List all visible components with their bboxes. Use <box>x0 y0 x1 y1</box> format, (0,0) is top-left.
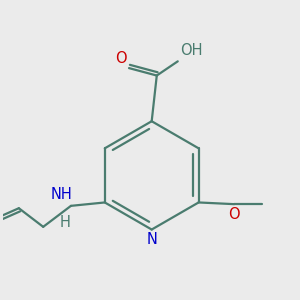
Text: NH: NH <box>51 187 73 202</box>
Text: OH: OH <box>181 43 203 58</box>
Text: H: H <box>59 215 70 230</box>
Text: N: N <box>146 232 157 247</box>
Text: O: O <box>228 207 240 222</box>
Text: O: O <box>115 51 126 66</box>
